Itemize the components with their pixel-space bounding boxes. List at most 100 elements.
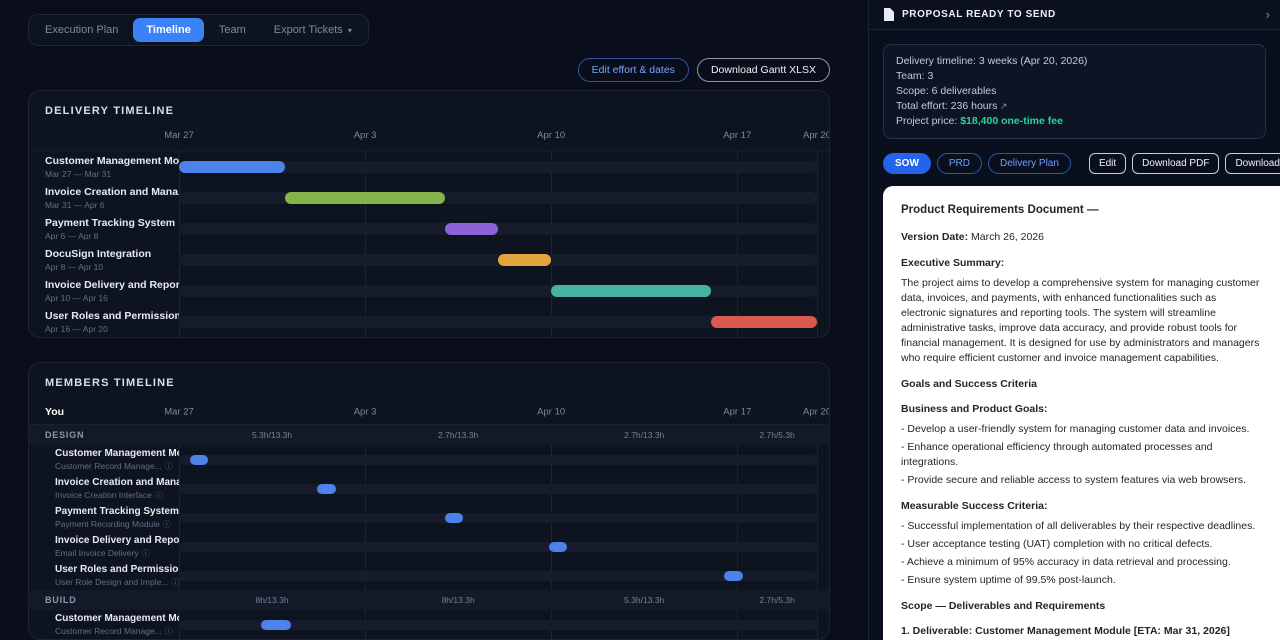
gantt-bar[interactable] (710, 315, 817, 328)
task-dates: Apr 8 — Apr 10 (45, 261, 104, 272)
member-bar[interactable] (444, 512, 464, 523)
chevron-right-icon[interactable]: › (1265, 7, 1270, 22)
task-label: Invoice Creation and Mana... (55, 476, 179, 488)
gantt-bar[interactable] (285, 191, 445, 204)
info-icon[interactable]: ⓘ (162, 519, 171, 529)
text-run: Version Date: (901, 231, 969, 244)
week-hours: 8h/13.3h (255, 595, 289, 605)
text-run: - Provide secure and reliable access to … (901, 474, 1246, 487)
member-bar[interactable] (723, 570, 743, 581)
delivery-timeline-panel: DELIVERY TIMELINE Mar 27 Apr 3 Apr 10 Apr 1… (28, 90, 830, 338)
gridline (737, 151, 739, 337)
member-bar[interactable] (548, 541, 568, 552)
row-chart-cell (179, 445, 817, 474)
row-chart-cell (179, 151, 817, 182)
download-pdf-button[interactable]: Download PDF (1132, 153, 1220, 174)
row-chart-cell (179, 182, 817, 213)
task-label: User Roles and Permissions (55, 563, 179, 575)
tab-execution-plan[interactable]: Execution Plan (32, 18, 131, 42)
member-row: Invoice Delivery and Report... Email Invo… (29, 532, 829, 561)
week-hours: 8h/13.3h (441, 595, 475, 605)
section-row-design: DESIGN 5.3h/13.3h 2.7h/13.3h 2.7h/13.3h 2.7h… (29, 425, 829, 445)
member-bar[interactable] (261, 619, 291, 630)
info-icon[interactable]: ⓘ (141, 548, 150, 558)
doc-block: Version Date: March 26, 2026 (901, 230, 1262, 245)
prd-document: Product Requirements Document — Version D… (883, 186, 1280, 640)
tab-export-tickets[interactable]: Export Tickets ▾ (261, 18, 365, 42)
task-sublabel: Customer Record Manage... ⓘ (55, 626, 179, 637)
download-gantt-xlsx-button[interactable]: Download Gantt XLSX (696, 58, 830, 82)
download-docx-button[interactable]: Download DOCX (1225, 153, 1280, 174)
task-label-group: Invoice Creation and Mana... Mar 31 — Apr… (29, 186, 179, 210)
task-label: User Roles and Permissions (45, 309, 179, 322)
member-row: Customer Management Mo... Customer Record… (29, 610, 829, 639)
doc-block: - Provide secure and reliable access to … (901, 473, 1262, 488)
proposal-header-title: PROPOSAL READY TO SEND (902, 9, 1056, 20)
info-icon[interactable]: ⓘ (164, 626, 173, 636)
doc-block: - Achieve a minimum of 95% accuracy in d… (901, 555, 1262, 570)
doc-tab-prd[interactable]: PRD (936, 153, 983, 174)
bar-track (179, 191, 817, 204)
doc-block: Product Requirements Document — (901, 202, 1262, 218)
bar-track (179, 315, 817, 328)
gantt-bar[interactable] (551, 284, 711, 297)
member-row: Invoice Creation and Mana... Invoice Crea… (29, 474, 829, 503)
summary-line: Delivery timeline: 3 weeks (Apr 20, 2026… (896, 54, 1253, 69)
task-sublabel: Invoice Creation Interface ⓘ (55, 490, 179, 501)
doc-tab-delivery-plan[interactable]: Delivery Plan (988, 153, 1071, 174)
gridline (817, 151, 818, 337)
axis-tick: Mar 27 (164, 406, 194, 417)
task-label-group: DocuSign Integration Apr 8 — Apr 10 (29, 248, 179, 272)
task-label-group: Invoice Delivery and Report... Email Invo… (29, 535, 179, 559)
edit-button[interactable]: Edit (1088, 153, 1127, 174)
gantt-bar[interactable] (498, 253, 552, 266)
task-label: Invoice Creation and Mana... (45, 185, 179, 198)
tab-team[interactable]: Team (206, 18, 259, 42)
delivery-timeline-title: DELIVERY TIMELINE (45, 105, 175, 117)
text-run: - Enhance operational efficiency through… (901, 441, 1213, 469)
bar-track (179, 454, 817, 465)
tab-timeline[interactable]: Timeline (133, 18, 204, 42)
date-axis: Mar 27 Apr 3 Apr 10 Apr 17 Apr 20 (164, 127, 829, 145)
info-icon[interactable]: ⓘ (171, 577, 179, 587)
task-dates: Apr 16 — Apr 20 (45, 323, 108, 334)
member-bar[interactable] (317, 483, 336, 494)
text-run: - Achieve a minimum of 95% accuracy in d… (901, 555, 1231, 568)
proposal-panel: PROPOSAL READY TO SEND › Delivery timeli… (868, 0, 1280, 640)
document-icon (883, 8, 894, 21)
task-dates: Mar 27 — Mar 31 (45, 168, 112, 179)
axis-tick: Apr 3 (353, 130, 377, 141)
axis-tick: Apr 3 (353, 406, 377, 417)
summary-value: $18,400 one-time fee (960, 115, 1063, 127)
doc-tab-sow[interactable]: SOW (883, 153, 931, 174)
summary-label: Total effort: (896, 100, 951, 112)
row-chart-cell (179, 561, 817, 590)
edit-effort-dates-button[interactable]: Edit effort & dates (577, 58, 689, 82)
delivery-axis: Mar 27 Apr 3 Apr 10 Apr 17 Apr 20 (29, 127, 829, 151)
info-icon[interactable]: ⓘ (154, 490, 163, 500)
member-name: You (45, 405, 65, 418)
task-label: Payment Tracking System (55, 505, 179, 517)
row-chart-cell (179, 532, 817, 561)
gridline (179, 151, 180, 337)
gantt-bar[interactable] (444, 222, 498, 235)
text-run: - User acceptance testing (UAT) completi… (901, 537, 1213, 550)
task-dates: Mar 31 — Apr 6 (45, 199, 105, 210)
axis-tick: Apr 10 (537, 406, 566, 417)
date-axis: Mar 27 Apr 3 Apr 10 Apr 17 Apr 20 (164, 399, 829, 424)
task-sublabel: Customer Record Manage... ⓘ (55, 461, 179, 472)
member-bar[interactable] (189, 454, 209, 465)
doc-block: Executive Summary: (901, 256, 1262, 271)
text-run: Business and Product Goals: (901, 403, 1048, 416)
gantt-bar[interactable] (179, 160, 286, 173)
task-sublabel: Payment Recording Module ⓘ (55, 519, 179, 530)
member-row: Customer Management Mo... Customer Record… (29, 445, 829, 474)
document-tabs: SOW PRD Delivery Plan Edit Download PDF Downl… (883, 153, 1280, 174)
bar-track (179, 570, 817, 581)
text-run: Goals and Success Criteria (901, 377, 1037, 390)
text-run: 1. Deliverable: Customer Management Modu… (901, 625, 1230, 638)
gridline (551, 151, 553, 337)
task-sublabel-text: Invoice Creation Interface (55, 490, 152, 500)
expand-icon[interactable]: ↗ (997, 101, 1008, 111)
info-icon[interactable]: ⓘ (164, 461, 173, 471)
